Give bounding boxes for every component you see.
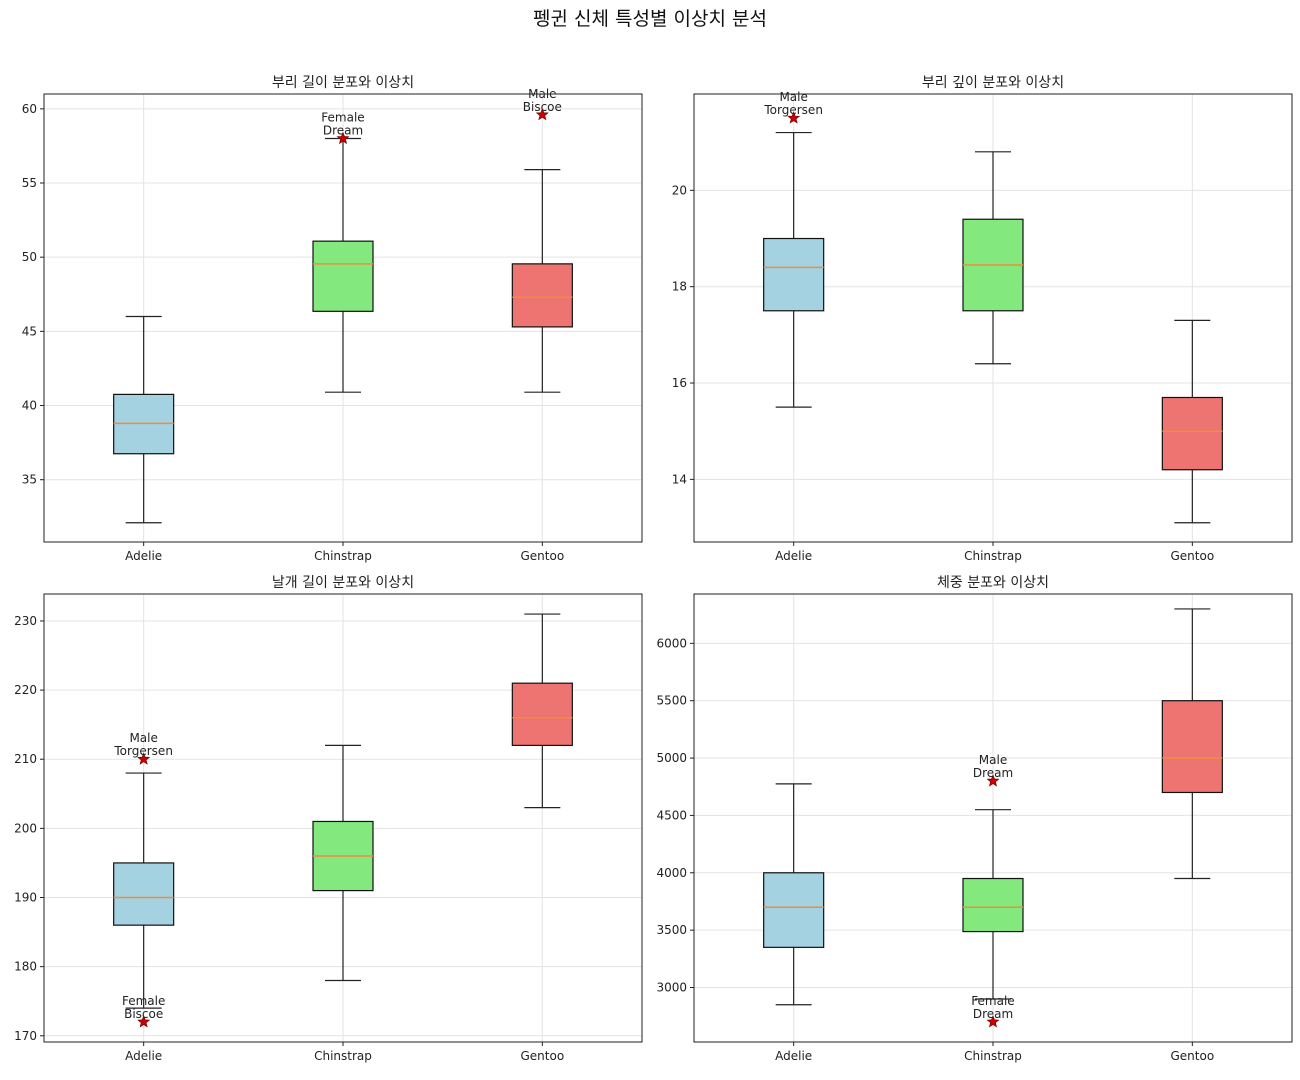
box-gentoo	[1161, 319, 1223, 524]
x-tick-label: Gentoo	[1170, 1049, 1214, 1063]
box-chinstrap	[962, 809, 1024, 1000]
box-adelie	[113, 772, 175, 1009]
outlier-marker	[986, 1015, 1000, 1028]
outlier-marker	[787, 111, 801, 124]
box-chinstrap	[312, 744, 374, 982]
y-tick-label: 18	[672, 280, 687, 294]
x-tick-label: Gentoo	[520, 549, 564, 563]
y-tick-label: 3000	[656, 981, 687, 995]
y-tick-label: 220	[14, 683, 37, 697]
y-tick-label: 4000	[656, 866, 687, 880]
outlier-sex-label: Male	[779, 90, 807, 104]
box-iqr	[511, 682, 573, 747]
outlier-island-label: Dream	[323, 124, 363, 138]
box-gentoo	[511, 169, 573, 393]
y-tick-label: 170	[14, 1029, 37, 1043]
outlier-sex-label: Male	[979, 753, 1007, 767]
x-tick-label: Chinstrap	[314, 549, 372, 563]
box-iqr	[962, 877, 1024, 933]
outlier-island-label: Biscoe	[124, 1007, 163, 1021]
x-tick-label: Gentoo	[1170, 549, 1214, 563]
outlier-island-label: Dream	[973, 766, 1013, 780]
y-tick-label: 230	[14, 614, 37, 628]
box-adelie	[763, 783, 825, 1006]
chart-title: 날개 길이 분포와 이상치	[272, 575, 414, 591]
box-iqr	[1161, 700, 1223, 794]
chart-bill-depth: 부리 깊이 분포와 이상치 14 16 18 20 Adelie Chinstrap Gent…	[672, 75, 1293, 563]
outlier-sex-label: Male	[129, 731, 157, 745]
box-adelie	[113, 315, 175, 524]
axes-frame	[693, 93, 1293, 543]
y-tick-label: 180	[14, 960, 37, 974]
figure-title: 펭귄 신체 특성별 이상치 분석	[533, 8, 767, 30]
x-tick-label: Adelie	[125, 1049, 162, 1063]
x-tick-label: Gentoo	[520, 1049, 564, 1063]
y-tick-label: 3500	[656, 923, 687, 937]
axes-frame	[43, 93, 643, 543]
y-tick-label: 60	[22, 102, 37, 116]
outlier-island-label: Torgersen	[113, 744, 173, 758]
box-iqr	[113, 862, 175, 926]
chart-title: 부리 깊이 분포와 이상치	[922, 75, 1064, 91]
outlier-marker	[137, 1015, 151, 1028]
box-chinstrap	[962, 151, 1024, 365]
x-tick-label: Chinstrap	[314, 1049, 372, 1063]
chart-title: 부리 길이 분포와 이상치	[272, 75, 414, 91]
x-tick-label: Adelie	[775, 1049, 812, 1063]
box-gentoo	[511, 613, 573, 809]
outlier-marker	[137, 752, 151, 765]
axes-frame	[43, 593, 643, 1043]
y-tick-label: 50	[22, 250, 37, 264]
y-tick-label: 210	[14, 752, 37, 766]
box-iqr	[763, 237, 825, 312]
chart-flipper-length: 날개 길이 분포와 이상치 170 180 190 200 210 220 230 Adelie…	[14, 575, 643, 1063]
box-adelie	[763, 131, 825, 408]
outlier-marker	[535, 107, 549, 121]
y-tick-label: 200	[14, 821, 37, 835]
box-iqr	[1161, 396, 1223, 471]
y-tick-label: 40	[22, 399, 37, 413]
x-tick-label: Adelie	[125, 549, 162, 563]
outlier-marker	[986, 774, 1000, 787]
outlier-marker	[336, 131, 350, 145]
chart-body-mass: 체중 분포와 이상치 3000 3500 4000 4500 5000 5500 6000 Ad…	[656, 575, 1293, 1063]
box-gentoo	[1161, 608, 1223, 880]
outlier-sex-label: Female	[971, 994, 1014, 1008]
box-iqr	[511, 263, 573, 328]
box-chinstrap	[312, 137, 374, 393]
outlier-island-label: Torgersen	[763, 103, 823, 117]
chart-title: 체중 분포와 이상치	[937, 575, 1049, 591]
y-tick-label: 6000	[656, 636, 687, 650]
y-tick-label: 5500	[656, 694, 687, 708]
x-tick-label: Chinstrap	[964, 549, 1022, 563]
y-tick-label: 16	[672, 376, 687, 390]
y-tick-label: 4500	[656, 808, 687, 822]
outlier-sex-label: Female	[122, 994, 165, 1008]
y-tick-label: 55	[22, 176, 37, 190]
y-tick-label: 45	[22, 324, 37, 338]
chart-bill-length: 부리 길이 분포와 이상치 35 40 45 50 55 60 Adelie Chinstrap…	[22, 75, 643, 563]
x-tick-label: Chinstrap	[964, 1049, 1022, 1063]
y-tick-label: 14	[672, 472, 687, 486]
box-iqr	[763, 872, 825, 948]
outlier-island-label: Biscoe	[523, 100, 562, 114]
y-tick-label: 20	[672, 183, 687, 197]
x-tick-label: Adelie	[775, 549, 812, 563]
outlier-sex-label: Female	[321, 111, 364, 125]
y-tick-label: 5000	[656, 751, 687, 765]
axes-frame	[693, 593, 1293, 1043]
y-tick-label: 190	[14, 891, 37, 905]
outlier-island-label: Dream	[973, 1007, 1013, 1021]
box-iqr	[312, 240, 374, 312]
y-tick-label: 35	[22, 473, 37, 487]
